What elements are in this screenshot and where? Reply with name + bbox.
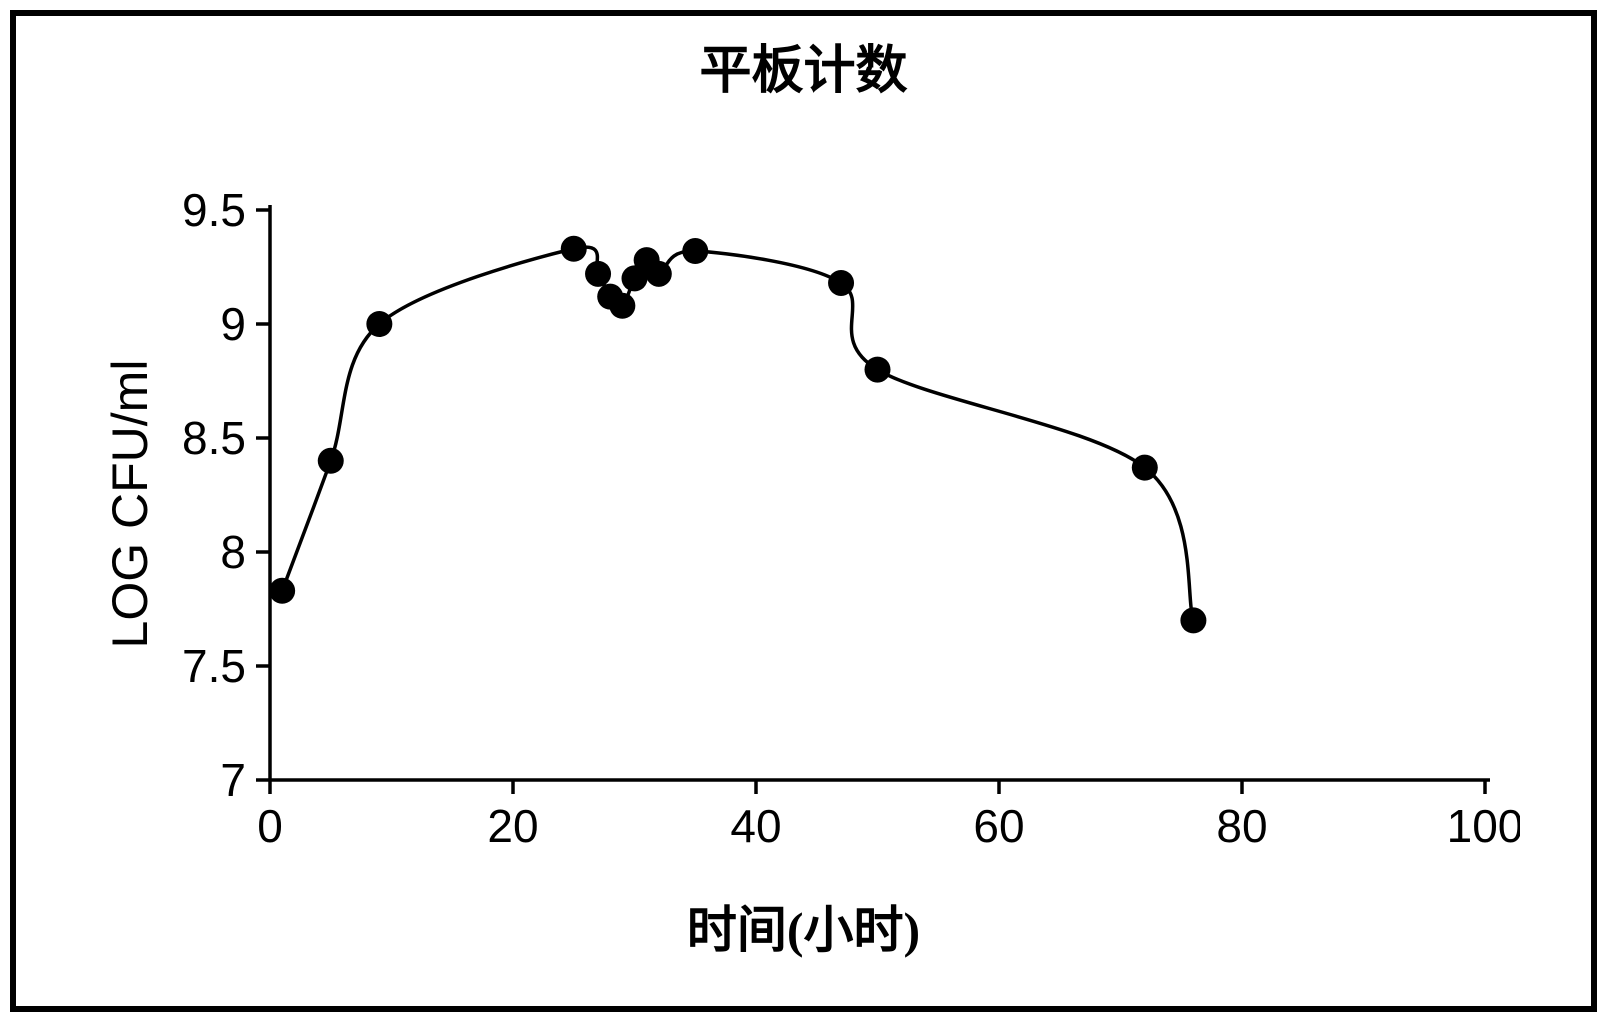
chart-plot: 0 20 40 60 80 100 7 7.5 8 8.5 9 9.5 xyxy=(150,160,1520,860)
x-tick-label: 40 xyxy=(730,800,781,852)
data-point xyxy=(318,448,344,474)
chart-title: 平板计数 xyxy=(0,28,1607,103)
y-tick-label: 9 xyxy=(220,298,246,350)
x-tick-label: 20 xyxy=(487,800,538,852)
data-point xyxy=(561,236,587,262)
y-tick-label: 7 xyxy=(220,754,246,806)
y-tick-label: 8.5 xyxy=(182,412,246,464)
data-point xyxy=(585,261,611,287)
data-point xyxy=(828,270,854,296)
data-point xyxy=(682,238,708,264)
x-tick-label: 60 xyxy=(973,800,1024,852)
y-tick-label: 7.5 xyxy=(182,640,246,692)
data-point xyxy=(1180,607,1206,633)
x-axis-label: 时间(小时) xyxy=(0,890,1607,962)
x-tick-label: 0 xyxy=(257,800,283,852)
x-tick-label: 80 xyxy=(1216,800,1267,852)
data-point xyxy=(1132,455,1158,481)
data-point xyxy=(366,311,392,337)
y-tick-label: 8 xyxy=(220,526,246,578)
series-line xyxy=(282,247,1193,620)
data-point xyxy=(865,357,891,383)
data-point xyxy=(646,261,672,287)
y-tick-label: 9.5 xyxy=(182,184,246,236)
x-tick-label: 100 xyxy=(1447,800,1520,852)
data-point xyxy=(269,578,295,604)
data-point xyxy=(609,293,635,319)
